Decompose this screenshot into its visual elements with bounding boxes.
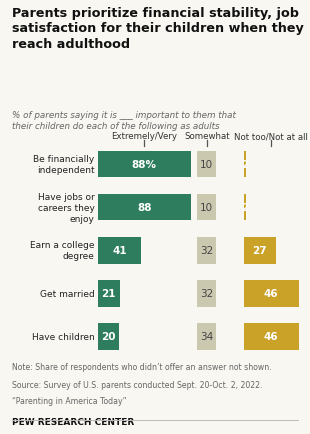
Text: 46: 46 — [264, 289, 279, 299]
Text: 32: 32 — [200, 289, 213, 299]
Text: Source: Survey of U.S. parents conducted Sept. 20-Oct. 2, 2022.: Source: Survey of U.S. parents conducted… — [12, 380, 263, 389]
Bar — [244, 237, 276, 264]
Text: Earn a college
degree: Earn a college degree — [30, 240, 95, 261]
Bar — [197, 151, 216, 178]
Bar — [98, 323, 119, 350]
Text: Be financially
independent: Be financially independent — [33, 155, 95, 175]
Text: PEW RESEARCH CENTER: PEW RESEARCH CENTER — [12, 418, 135, 427]
Text: Have children: Have children — [32, 332, 95, 341]
Text: 27: 27 — [253, 246, 267, 256]
Text: 2: 2 — [241, 160, 249, 170]
Text: 10: 10 — [200, 203, 213, 213]
Bar — [244, 194, 246, 221]
Bar — [98, 237, 141, 264]
Text: 20: 20 — [101, 332, 116, 342]
Bar — [98, 194, 191, 221]
Bar — [98, 280, 120, 307]
Bar — [197, 237, 216, 264]
Text: “Parenting in America Today”: “Parenting in America Today” — [12, 396, 127, 405]
Text: Have jobs or
careers they
enjoy: Have jobs or careers they enjoy — [38, 192, 95, 223]
Bar — [197, 280, 216, 307]
Bar — [98, 151, 191, 178]
Text: % of parents saying it is ___ important to them that
their children do each of t: % of parents saying it is ___ important … — [12, 111, 236, 131]
Text: 46: 46 — [264, 332, 279, 342]
Text: 10: 10 — [200, 160, 213, 170]
Text: Extremely/Very: Extremely/Very — [111, 132, 177, 141]
Bar — [197, 323, 216, 350]
Text: 34: 34 — [200, 332, 213, 342]
Text: Somewhat: Somewhat — [184, 132, 230, 141]
Bar — [244, 280, 299, 307]
Text: 41: 41 — [112, 246, 127, 256]
Text: 2: 2 — [241, 203, 249, 213]
Text: 88%: 88% — [132, 160, 157, 170]
Text: Get married: Get married — [40, 289, 95, 298]
Bar — [197, 194, 216, 221]
Text: 21: 21 — [102, 289, 116, 299]
Text: 88: 88 — [137, 203, 152, 213]
Bar — [244, 323, 299, 350]
Bar — [244, 151, 246, 178]
Text: Parents prioritize financial stability, job
satisfaction for their children when: Parents prioritize financial stability, … — [12, 7, 304, 50]
Text: Note: Share of respondents who didn’t offer an answer not shown.: Note: Share of respondents who didn’t of… — [12, 362, 272, 372]
Text: 32: 32 — [200, 246, 213, 256]
Text: Not too/Not at all: Not too/Not at all — [234, 132, 308, 141]
